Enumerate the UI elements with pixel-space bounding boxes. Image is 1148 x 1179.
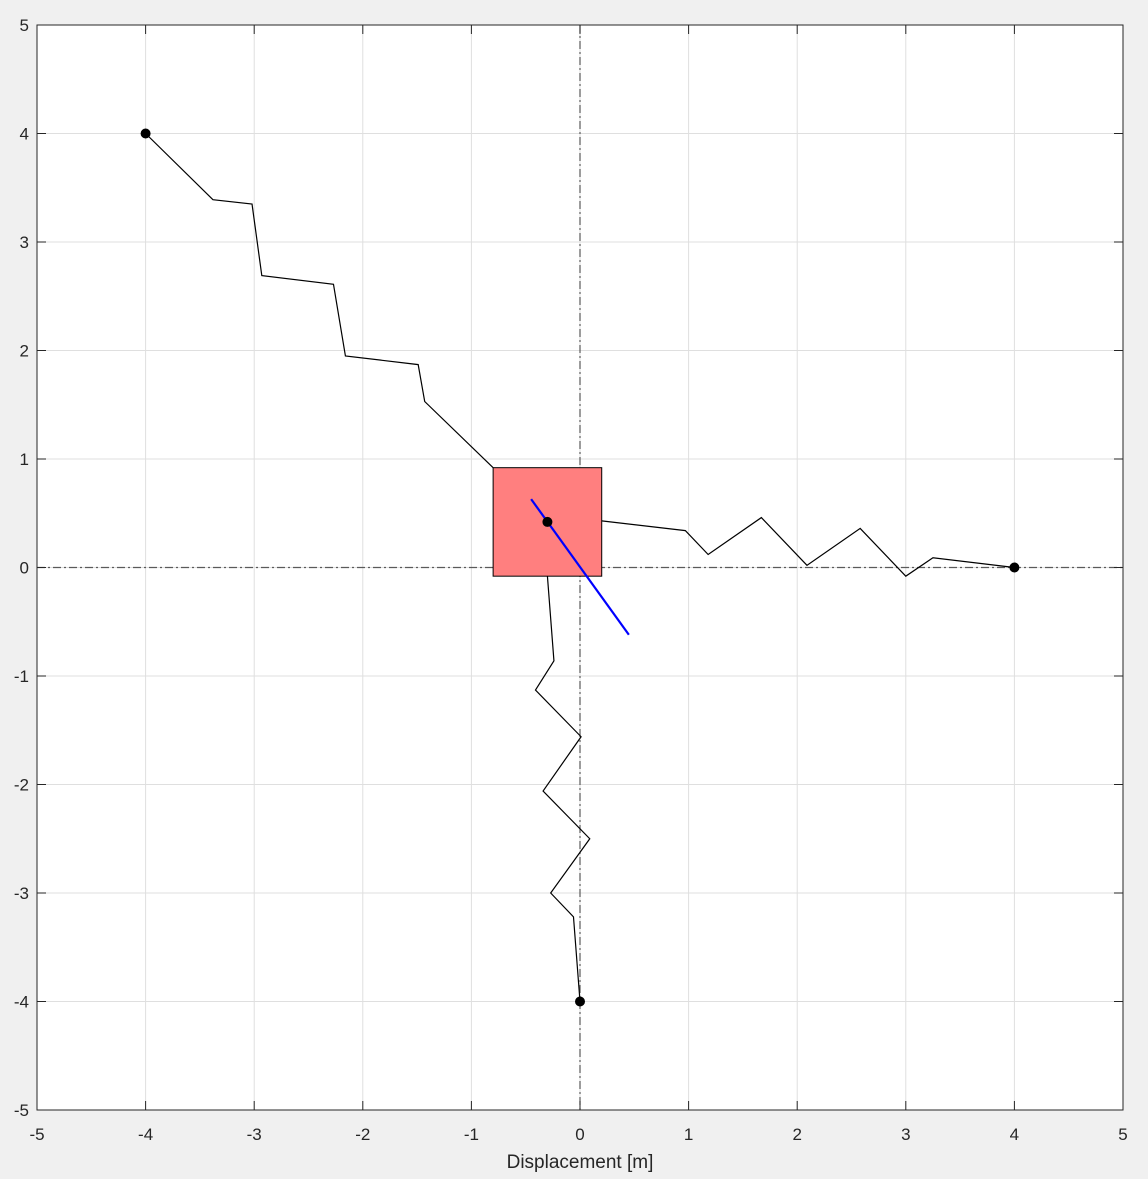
y-tick-label: 5 bbox=[20, 16, 29, 35]
tick-marks bbox=[36, 24, 1124, 1111]
x-tick-label: 1 bbox=[684, 1125, 693, 1144]
spring-line-2 bbox=[601, 516, 1015, 577]
mass-group bbox=[492, 467, 630, 636]
y-tick-label: -5 bbox=[14, 1101, 29, 1120]
anchor-point-1 bbox=[140, 128, 151, 139]
y-tick-label: 3 bbox=[20, 233, 29, 252]
x-tick-label: 3 bbox=[901, 1125, 910, 1144]
x-tick-label: 2 bbox=[792, 1125, 801, 1144]
anchor-point-3 bbox=[575, 996, 585, 1007]
x-tick-label: -1 bbox=[464, 1125, 479, 1144]
spring-line-1 bbox=[145, 133, 494, 469]
y-tick-label: -3 bbox=[14, 884, 29, 903]
y-tick-label: -4 bbox=[14, 993, 29, 1012]
y-tick-label: 4 bbox=[20, 125, 29, 144]
y-tick-labels: -5 -4 -3 -2 -1 0 1 2 3 4 5 bbox=[14, 16, 29, 1120]
spring-line-3 bbox=[534, 576, 591, 1002]
y-tick-label: 0 bbox=[20, 559, 29, 578]
anchor-point-2 bbox=[1009, 562, 1020, 573]
y-tick-label: -2 bbox=[14, 776, 29, 795]
y-tick-label: -1 bbox=[14, 667, 29, 686]
spring-lines bbox=[145, 133, 1015, 1002]
x-tick-label: -2 bbox=[355, 1125, 370, 1144]
y-tick-label: 1 bbox=[20, 450, 29, 469]
x-tick-label: 4 bbox=[1010, 1125, 1019, 1144]
mass-center-point bbox=[542, 516, 553, 527]
x-tick-label: 0 bbox=[575, 1125, 584, 1144]
x-axis-label: Displacement [m] bbox=[507, 1152, 654, 1173]
x-tick-label: 5 bbox=[1118, 1125, 1127, 1144]
x-tick-label: -4 bbox=[138, 1125, 153, 1144]
x-tick-label: -5 bbox=[29, 1125, 44, 1144]
y-tick-label: 2 bbox=[20, 342, 29, 361]
reference-lines bbox=[37, 25, 1123, 1110]
x-tick-labels: -5 -4 -3 -2 -1 0 1 2 3 4 5 bbox=[29, 1125, 1127, 1144]
x-tick-label: -3 bbox=[247, 1125, 262, 1144]
anchor-points bbox=[140, 128, 1020, 1007]
